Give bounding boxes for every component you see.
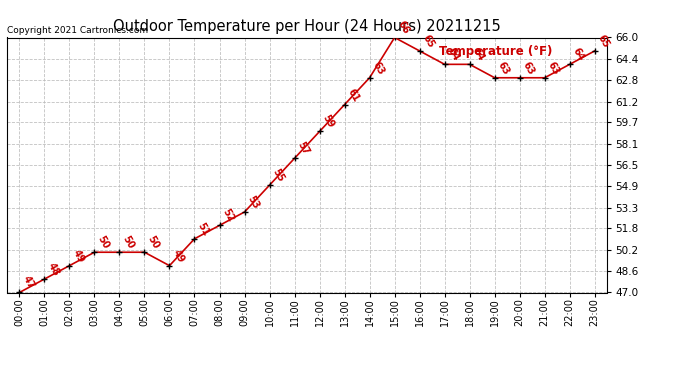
Text: 55: 55	[270, 167, 286, 184]
Text: 63: 63	[371, 60, 386, 76]
Text: 61: 61	[346, 87, 362, 103]
Text: 49: 49	[70, 248, 86, 264]
Text: 63: 63	[546, 60, 562, 76]
Text: 51: 51	[196, 221, 211, 237]
Text: 50: 50	[121, 234, 136, 251]
Text: 53: 53	[246, 194, 262, 211]
Text: 65: 65	[596, 33, 611, 50]
Text: 50: 50	[96, 234, 111, 251]
Text: 59: 59	[321, 113, 336, 130]
Text: 50: 50	[146, 234, 161, 251]
Text: 63: 63	[521, 60, 536, 76]
Text: Copyright 2021 Cartronics.com: Copyright 2021 Cartronics.com	[7, 26, 148, 35]
Title: Outdoor Temperature per Hour (24 Hours) 20211215: Outdoor Temperature per Hour (24 Hours) …	[113, 18, 501, 33]
Text: 66: 66	[396, 20, 411, 36]
Text: 47: 47	[21, 274, 36, 291]
Text: Temperature (°F): Temperature (°F)	[439, 45, 553, 58]
Text: 52: 52	[221, 207, 236, 224]
Text: 64: 64	[571, 46, 586, 63]
Text: 65: 65	[421, 33, 436, 50]
Text: 48: 48	[46, 261, 61, 278]
Text: 63: 63	[496, 60, 511, 76]
Text: 64: 64	[471, 46, 486, 63]
Text: 64: 64	[446, 46, 462, 63]
Text: 57: 57	[296, 140, 311, 157]
Text: 49: 49	[170, 248, 186, 264]
